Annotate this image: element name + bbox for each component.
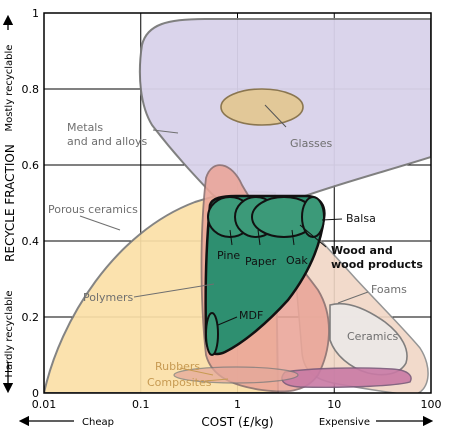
x-tick-label: 1 <box>234 398 241 411</box>
axes: 0.01 0.1 1 10 100 0 0.2 0.4 0.6 0.8 1 COST (£/kg) RE… <box>2 7 442 429</box>
y-low-label: Hardly recyclable <box>4 291 15 378</box>
x-tick-label: 0.01 <box>32 398 57 411</box>
regions-layer <box>44 18 431 393</box>
x-tick-label: 10 <box>327 398 341 411</box>
oak-label: Oak <box>286 254 308 267</box>
y-tick-label: 0.8 <box>22 83 40 96</box>
wood-ellipses <box>205 196 325 356</box>
y-high-label: Mostly recyclable <box>4 45 15 132</box>
y-tick-label: 0.4 <box>22 235 40 248</box>
x-low-label: Cheap <box>82 417 114 428</box>
y-axis-title: RECYCLE FRACTION <box>3 144 17 262</box>
y-tick-label: 0.2 <box>22 311 40 324</box>
x-axis-title: COST (£/kg) <box>201 415 273 429</box>
leader-lines <box>79 104 369 382</box>
y-tick-label: 1 <box>32 7 39 20</box>
balsa-label: Balsa <box>346 212 376 225</box>
rubbers-region <box>173 366 299 384</box>
pine-label: Pine <box>217 249 240 262</box>
paper-label: Paper <box>245 255 277 268</box>
x-high-label: Expensive <box>319 417 370 428</box>
glasses-label: Glasses <box>290 137 333 150</box>
x-tick-label: 100 <box>421 398 442 411</box>
ceramics-label: Ceramics <box>347 330 399 343</box>
metals-label: Metals and and alloys <box>67 121 147 148</box>
porous-ceramics-label: Porous ceramics <box>48 203 138 216</box>
rubbers-label: Rubbers <box>155 360 200 373</box>
mdf-region <box>205 312 219 356</box>
foams-label: Foams <box>371 283 407 296</box>
mdf-label: MDF <box>239 309 263 322</box>
composites-label: Composites <box>147 376 212 389</box>
ceramics-region <box>329 303 408 376</box>
x-tick-label: 0.1 <box>132 398 150 411</box>
polymers-label: Polymers <box>83 291 134 304</box>
glasses-region <box>220 88 304 126</box>
region-labels: Metals and and alloys Glasses Porous cerami… <box>48 121 423 389</box>
y-tick-label: 0.6 <box>22 159 40 172</box>
y-tick-label: 0 <box>32 387 39 400</box>
balsa-region <box>301 196 325 238</box>
wood-products-label: Wood and wood products <box>331 244 423 271</box>
plot-frame <box>43 12 432 394</box>
composites-region <box>281 367 412 388</box>
